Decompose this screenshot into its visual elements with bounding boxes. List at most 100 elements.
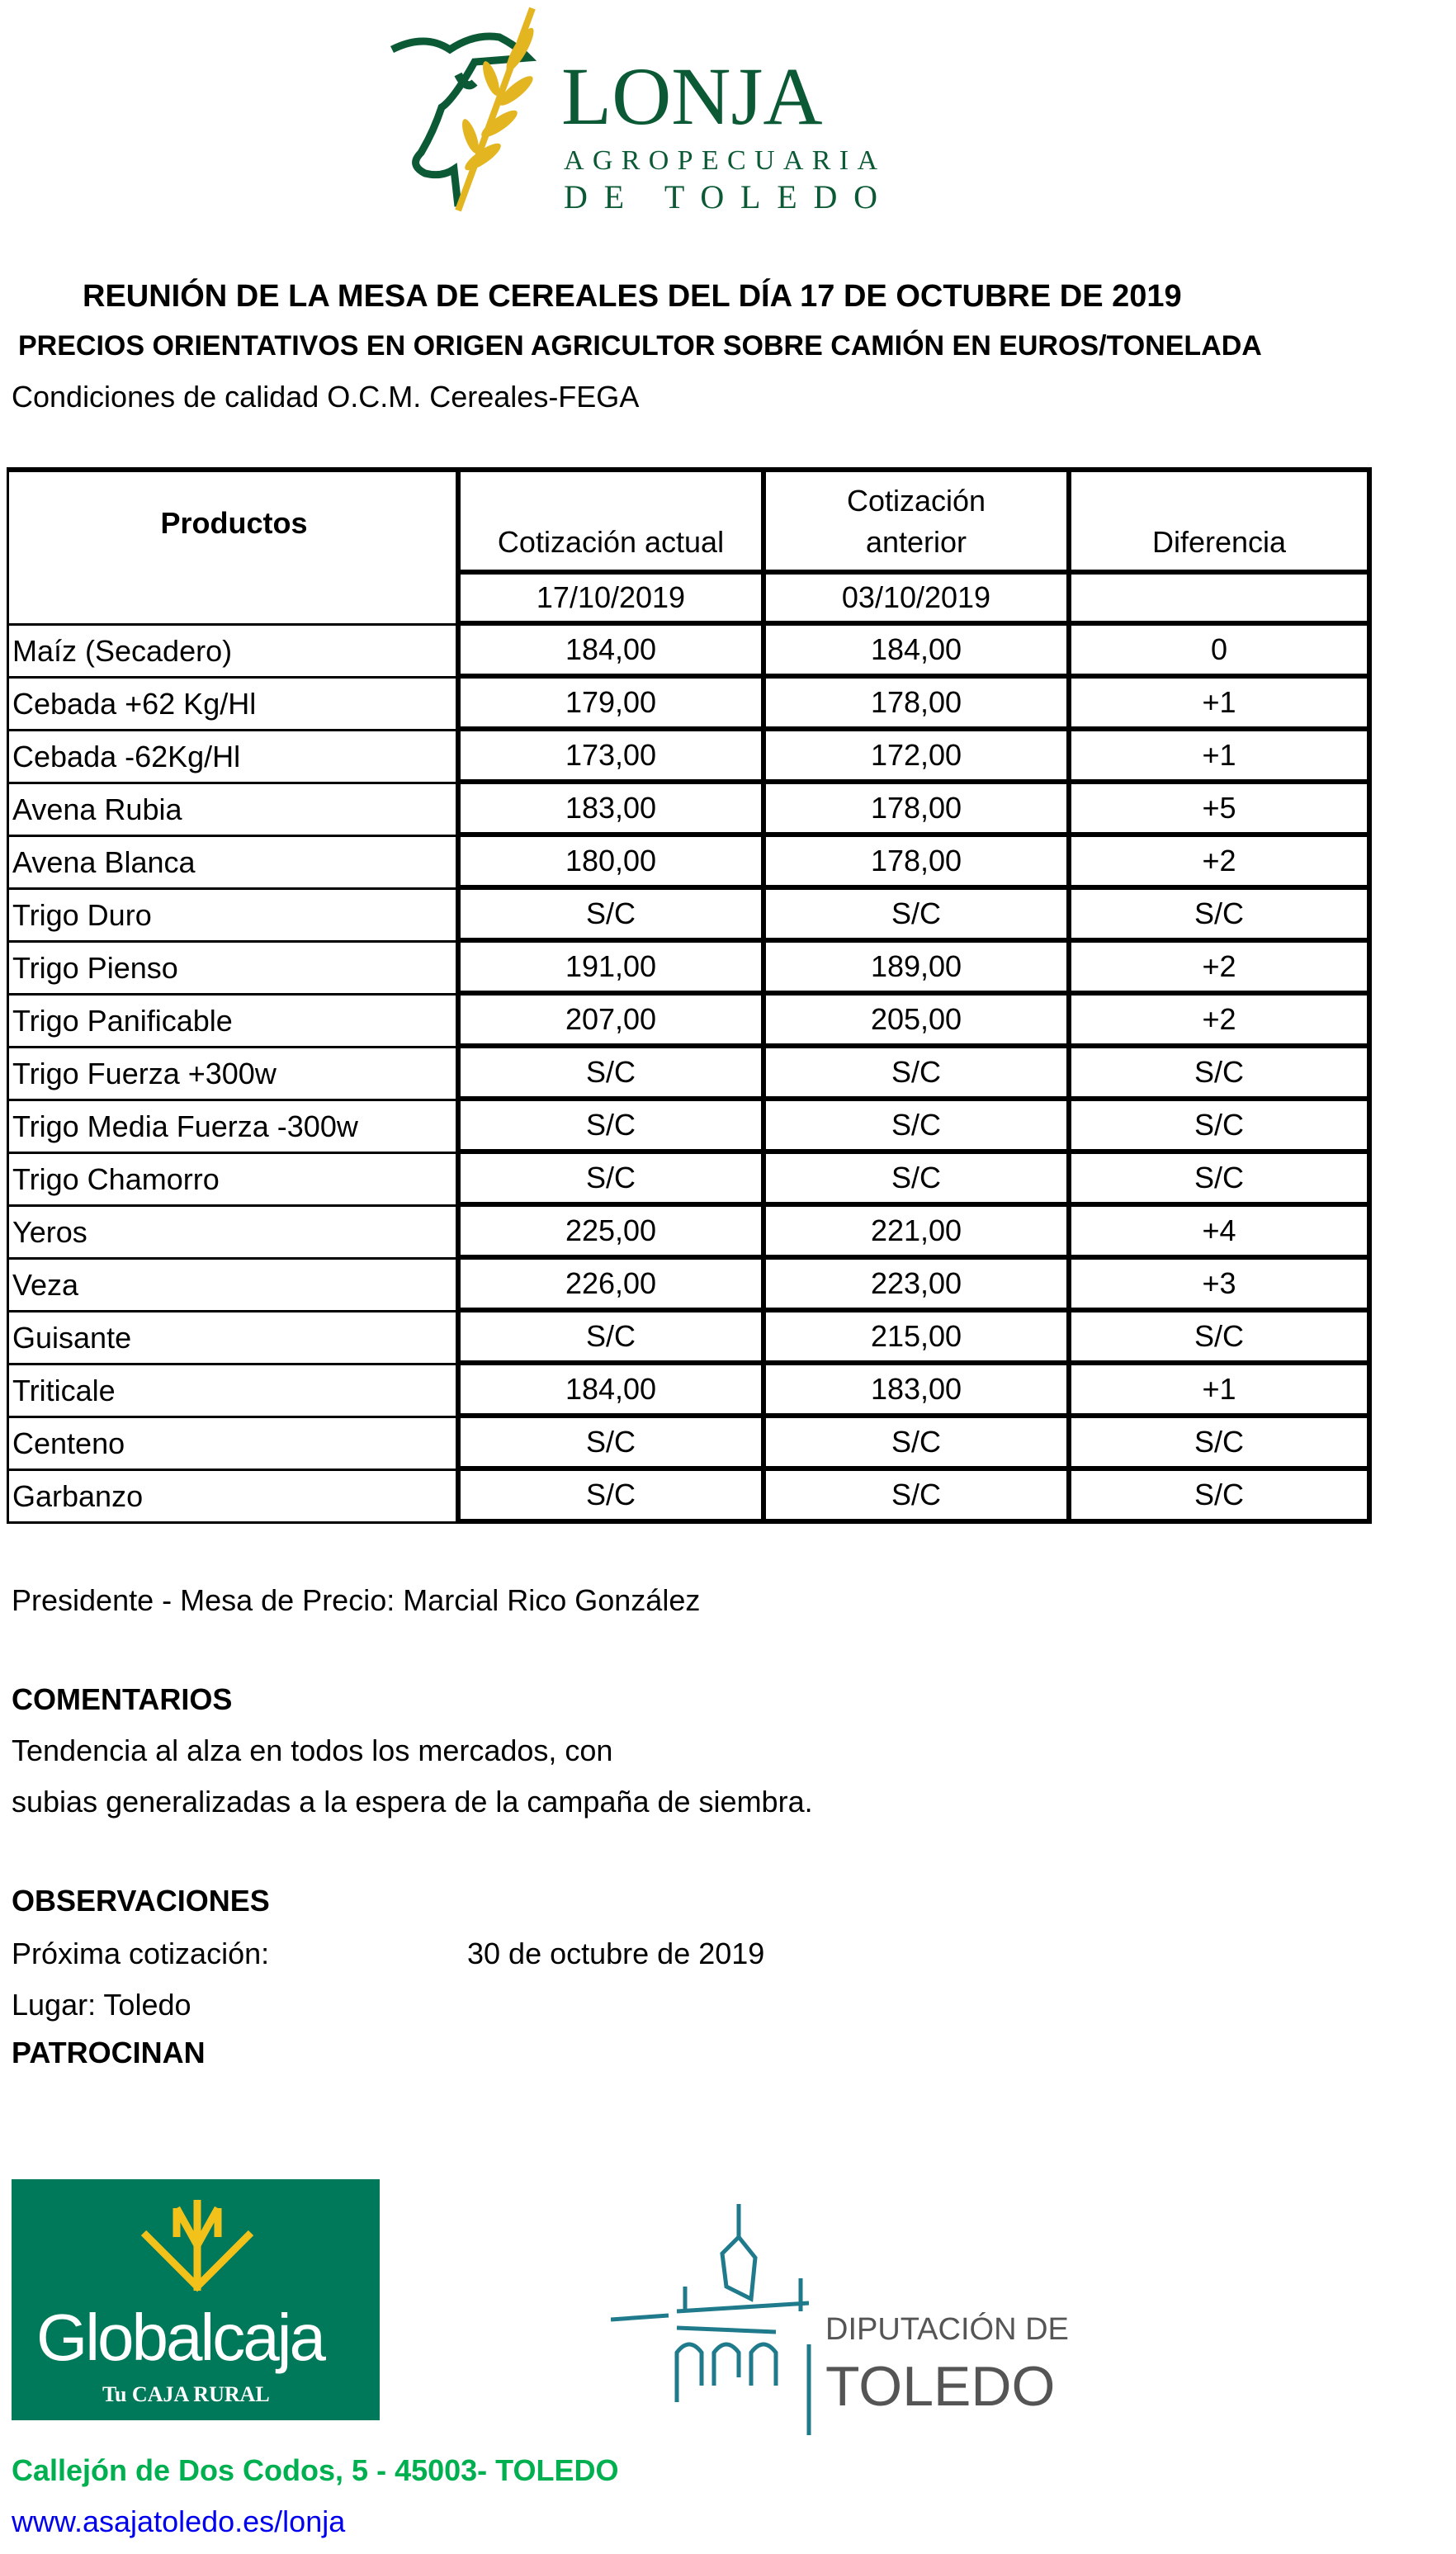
dates-empty bbox=[7, 575, 456, 626]
product-name: Guisante bbox=[7, 1312, 456, 1365]
previous-price: 178,00 bbox=[761, 679, 1066, 731]
previous-price: 172,00 bbox=[761, 731, 1066, 784]
comments-heading: COMENTARIOS bbox=[12, 1682, 233, 1716]
current-price: 180,00 bbox=[456, 837, 761, 890]
president: Presidente - Mesa de Precio: Marcial Ric… bbox=[12, 1583, 701, 1617]
current-price: S/C bbox=[456, 1471, 761, 1524]
header-previous: Cotización anterior bbox=[761, 472, 1066, 575]
table-row: Maíz (Secadero) 184,00 184,00 0 bbox=[7, 626, 1372, 679]
price-difference: S/C bbox=[1066, 1418, 1372, 1471]
website-link[interactable]: www.asajatoledo.es/lonja bbox=[12, 2504, 346, 2538]
product-name: Centeno bbox=[7, 1418, 456, 1471]
product-name: Yeros bbox=[7, 1207, 456, 1260]
price-difference: +1 bbox=[1066, 679, 1372, 731]
price-difference: +2 bbox=[1066, 943, 1372, 996]
current-price: 179,00 bbox=[456, 679, 761, 731]
previous-price: 189,00 bbox=[761, 943, 1066, 996]
header-diff: Diferencia bbox=[1066, 472, 1372, 575]
current-price: S/C bbox=[456, 1312, 761, 1365]
globalcaja-name: Globalcaja bbox=[36, 2301, 326, 2374]
date-previous: 03/10/2019 bbox=[761, 575, 1066, 626]
previous-price: 215,00 bbox=[761, 1312, 1066, 1365]
diputacion-logo: DIPUTACIÓN DE TOLEDO bbox=[611, 2196, 1073, 2435]
previous-price: S/C bbox=[761, 890, 1066, 943]
comments-line-2: subias generalizadas a la espera de la c… bbox=[12, 1785, 813, 1819]
product-name: Triticale bbox=[7, 1365, 456, 1418]
place: Lugar: Toledo bbox=[12, 1988, 191, 2022]
product-name: Garbanzo bbox=[7, 1471, 456, 1524]
previous-price: 178,00 bbox=[761, 837, 1066, 890]
previous-price: 183,00 bbox=[761, 1365, 1066, 1418]
product-name: Trigo Duro bbox=[7, 890, 456, 943]
price-table: Productos Cotización actual Cotización a… bbox=[7, 467, 1372, 1524]
table-row: Cebada +62 Kg/Hl 179,00 178,00 +1 bbox=[7, 679, 1372, 731]
bull-head-icon bbox=[390, 32, 537, 207]
table-row: Trigo Fuerza +300w S/C S/C S/C bbox=[7, 1048, 1372, 1101]
globalcaja-tagline: Tu CAJA RURAL bbox=[102, 2382, 270, 2406]
product-name: Trigo Fuerza +300w bbox=[7, 1048, 456, 1101]
table-row: Garbanzo S/C S/C S/C bbox=[7, 1471, 1372, 1524]
toledo-skyline-icon bbox=[611, 2204, 811, 2435]
table-row: Trigo Media Fuerza -300w S/C S/C S/C bbox=[7, 1101, 1372, 1154]
price-difference: S/C bbox=[1066, 1048, 1372, 1101]
price-difference: S/C bbox=[1066, 890, 1372, 943]
header-current: Cotización actual bbox=[456, 472, 761, 575]
previous-price: S/C bbox=[761, 1154, 1066, 1207]
comments-line-1: Tendencia al alza en todos los mercados,… bbox=[12, 1733, 613, 1767]
next-quote-label: Próxima cotización: bbox=[12, 1937, 270, 1970]
price-difference: S/C bbox=[1066, 1471, 1372, 1524]
current-price: S/C bbox=[456, 1418, 761, 1471]
product-name: Trigo Panificable bbox=[7, 996, 456, 1048]
current-price: S/C bbox=[456, 1048, 761, 1101]
product-name: Trigo Chamorro bbox=[7, 1154, 456, 1207]
product-name: Cebada -62Kg/Hl bbox=[7, 731, 456, 784]
current-price: 225,00 bbox=[456, 1207, 761, 1260]
current-price: 191,00 bbox=[456, 943, 761, 996]
previous-price: S/C bbox=[761, 1471, 1066, 1524]
table-row: Centeno S/C S/C S/C bbox=[7, 1418, 1372, 1471]
observations-heading: OBSERVACIONES bbox=[12, 1884, 270, 1918]
logo-subtitle: AGROPECUARIA bbox=[564, 145, 877, 176]
product-name: Avena Blanca bbox=[7, 837, 456, 890]
logo-title: LONJA bbox=[561, 50, 823, 142]
date-diff-empty bbox=[1066, 575, 1372, 626]
price-difference: S/C bbox=[1066, 1101, 1372, 1154]
table-row: Cebada -62Kg/Hl 173,00 172,00 +1 bbox=[7, 731, 1372, 784]
table-row: Trigo Pienso 191,00 189,00 +2 bbox=[7, 943, 1372, 996]
price-difference: +3 bbox=[1066, 1260, 1372, 1312]
table-row: Triticale 184,00 183,00 +1 bbox=[7, 1365, 1372, 1418]
price-difference: +1 bbox=[1066, 1365, 1372, 1418]
table-row: Guisante S/C 215,00 S/C bbox=[7, 1312, 1372, 1365]
current-price: 184,00 bbox=[456, 1365, 761, 1418]
page-subtitle: PRECIOS ORIENTATIVOS EN ORIGEN AGRICULTO… bbox=[18, 330, 1262, 362]
table-row: Avena Blanca 180,00 178,00 +2 bbox=[7, 837, 1372, 890]
address: Callejón de Dos Codos, 5 - 45003- TOLEDO bbox=[12, 2453, 619, 2487]
current-price: S/C bbox=[456, 1101, 761, 1154]
previous-price: 221,00 bbox=[761, 1207, 1066, 1260]
globalcaja-logo: Globalcaja Tu CAJA RURAL bbox=[12, 2179, 380, 2420]
date-current: 17/10/2019 bbox=[456, 575, 761, 626]
current-price: 207,00 bbox=[456, 996, 761, 1048]
product-name: Cebada +62 Kg/Hl bbox=[7, 679, 456, 731]
current-price: 173,00 bbox=[456, 731, 761, 784]
diputacion-line-2: TOLEDO bbox=[825, 2355, 1056, 2418]
page-title: REUNIÓN DE LA MESA DE CEREALES DEL DÍA 1… bbox=[83, 279, 1182, 314]
price-difference: 0 bbox=[1066, 626, 1372, 679]
previous-price: 184,00 bbox=[761, 626, 1066, 679]
product-name: Veza bbox=[7, 1260, 456, 1312]
sponsors-heading: PATROCINAN bbox=[12, 2036, 206, 2069]
table-row: Yeros 225,00 221,00 +4 bbox=[7, 1207, 1372, 1260]
table-row: Trigo Duro S/C S/C S/C bbox=[7, 890, 1372, 943]
price-difference: +4 bbox=[1066, 1207, 1372, 1260]
price-difference: +5 bbox=[1066, 784, 1372, 837]
table-row: Veza 226,00 223,00 +3 bbox=[7, 1260, 1372, 1312]
price-difference: +1 bbox=[1066, 731, 1372, 784]
product-name: Maíz (Secadero) bbox=[7, 626, 456, 679]
current-price: 183,00 bbox=[456, 784, 761, 837]
lonja-logo: LONJA AGROPECUARIA DE TOLEDO bbox=[390, 7, 877, 215]
price-difference: S/C bbox=[1066, 1154, 1372, 1207]
header-products: Productos bbox=[7, 472, 456, 575]
table-row: Trigo Chamorro S/C S/C S/C bbox=[7, 1154, 1372, 1207]
current-price: S/C bbox=[456, 1154, 761, 1207]
logo-subtitle-2: DE TOLEDO bbox=[564, 178, 877, 215]
